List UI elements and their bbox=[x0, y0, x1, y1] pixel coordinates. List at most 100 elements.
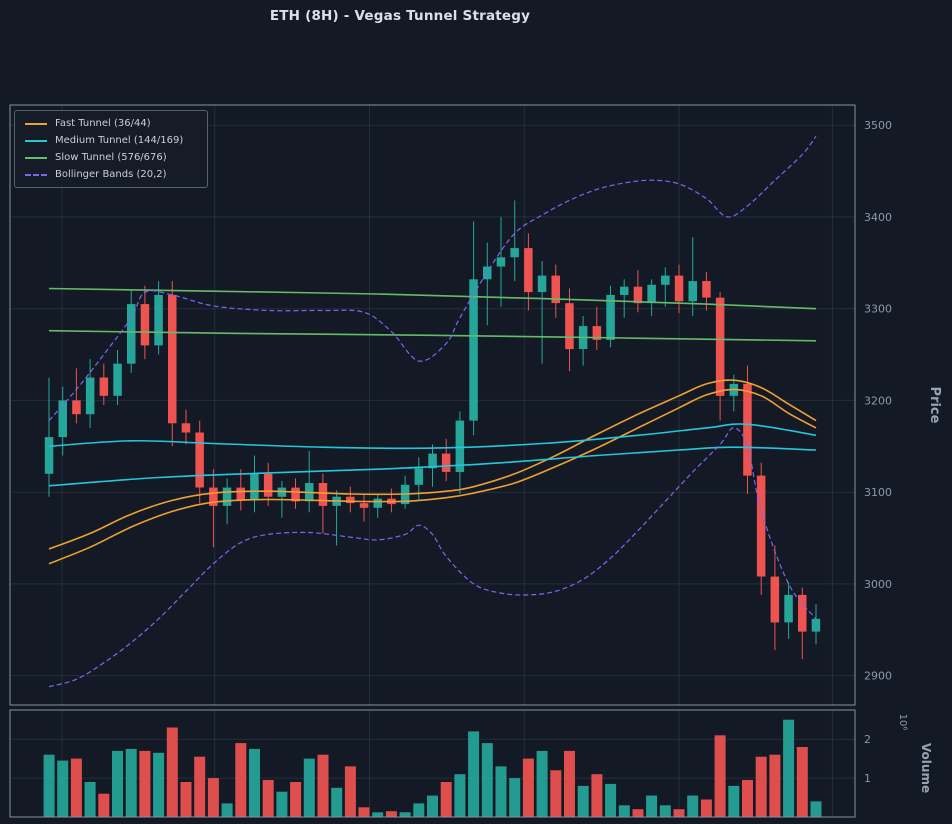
candle bbox=[236, 469, 245, 511]
fast-tunnel-line-swatch bbox=[25, 122, 47, 125]
candles bbox=[44, 200, 821, 660]
candle bbox=[496, 216, 506, 307]
legend-label-bollinger-bands: Bollinger Bands (20,2) bbox=[55, 169, 167, 180]
candle bbox=[373, 494, 382, 518]
volume-bar bbox=[43, 754, 55, 817]
volume-bars bbox=[43, 719, 822, 817]
overlay-bollinger-lower-line bbox=[48, 427, 817, 688]
volume-bar bbox=[125, 748, 137, 817]
volume-bar bbox=[249, 748, 260, 817]
volume-bar bbox=[564, 750, 575, 817]
volume-bar bbox=[385, 811, 397, 817]
volume-bar bbox=[139, 750, 151, 817]
candle bbox=[784, 582, 793, 639]
volume-bar bbox=[372, 812, 384, 817]
price-axis-label: Price bbox=[927, 387, 942, 424]
candle bbox=[798, 587, 807, 660]
volume-bar bbox=[742, 780, 753, 817]
volume-bar bbox=[659, 805, 671, 817]
candle bbox=[510, 200, 519, 282]
volume-scale-offset-label: 10⁶ bbox=[897, 714, 908, 731]
candle bbox=[195, 420, 204, 504]
legend-item-fast-tunnel: Fast Tunnel (36/44) bbox=[25, 118, 197, 129]
overlay-fast-tunnel-upper-line bbox=[48, 379, 817, 550]
volume-tick-labels: 12 bbox=[864, 733, 871, 785]
overlay-medium-tunnel-lower-line bbox=[48, 446, 817, 487]
candle bbox=[428, 444, 437, 487]
volume-bar bbox=[536, 750, 548, 817]
volume-bar bbox=[591, 774, 603, 817]
candle bbox=[305, 450, 314, 513]
volume-bar bbox=[358, 807, 370, 817]
volume-bar bbox=[810, 801, 822, 817]
volume-bar bbox=[112, 750, 123, 817]
candle bbox=[674, 264, 684, 314]
volume-bar bbox=[577, 785, 589, 817]
candle bbox=[647, 279, 656, 316]
volume-bar bbox=[440, 782, 452, 817]
volume-bar bbox=[70, 758, 82, 817]
volume-bar bbox=[618, 805, 630, 817]
svg-text:2: 2 bbox=[864, 733, 871, 746]
volume-bar bbox=[687, 795, 699, 817]
candle bbox=[58, 386, 67, 456]
candle bbox=[414, 457, 424, 500]
candle bbox=[606, 285, 615, 348]
volume-bar bbox=[769, 754, 781, 817]
candle bbox=[620, 279, 629, 318]
candle bbox=[332, 490, 341, 546]
volume-bar bbox=[413, 803, 425, 817]
legend: Fast Tunnel (36/44) Medium Tunnel (144/1… bbox=[14, 110, 208, 188]
volume-bar bbox=[166, 727, 178, 817]
bollinger-bands-line-swatch bbox=[25, 173, 47, 176]
volume-bar bbox=[700, 799, 712, 817]
candle bbox=[181, 409, 191, 445]
slow-tunnel-line-swatch bbox=[25, 156, 47, 159]
candle bbox=[455, 411, 465, 494]
candle bbox=[483, 242, 492, 326]
candle bbox=[715, 292, 725, 421]
volume-bar bbox=[509, 778, 521, 817]
overlay-slow-tunnel-lower-line bbox=[48, 329, 817, 342]
svg-text:3100: 3100 bbox=[864, 486, 892, 499]
volume-bar bbox=[290, 782, 302, 817]
candle bbox=[113, 350, 122, 405]
candle bbox=[441, 438, 451, 482]
candle bbox=[359, 494, 369, 522]
volume-bar bbox=[783, 719, 795, 817]
candle bbox=[44, 377, 54, 497]
overlay-fast-tunnel-lower-line bbox=[48, 388, 817, 565]
candle bbox=[291, 478, 300, 509]
volume-bar bbox=[98, 793, 110, 817]
candle bbox=[551, 264, 560, 318]
volume-bar bbox=[57, 760, 69, 817]
volume-bar bbox=[221, 803, 233, 817]
volume-bar bbox=[317, 754, 329, 817]
overlay-bollinger-upper-line bbox=[48, 135, 817, 421]
volume-bar bbox=[728, 785, 740, 817]
volume-bar bbox=[714, 735, 726, 817]
candle bbox=[743, 365, 752, 494]
candle bbox=[756, 462, 766, 595]
candle bbox=[99, 363, 109, 405]
candle bbox=[250, 455, 259, 513]
volume-bar bbox=[468, 731, 480, 817]
overlay-medium-tunnel-upper-line bbox=[48, 423, 817, 450]
overlay-slow-tunnel-upper-line bbox=[48, 287, 817, 310]
candle bbox=[346, 486, 355, 513]
candle bbox=[578, 316, 588, 366]
svg-text:3500: 3500 bbox=[864, 119, 892, 132]
candle bbox=[85, 359, 95, 428]
candle bbox=[168, 281, 177, 447]
legend-item-bollinger-bands: Bollinger Bands (20,2) bbox=[25, 169, 197, 180]
candle bbox=[633, 270, 643, 313]
medium-tunnel-line-swatch bbox=[25, 139, 47, 142]
candle bbox=[537, 261, 547, 364]
volume-bar bbox=[276, 791, 288, 817]
candle bbox=[72, 368, 81, 424]
legend-item-slow-tunnel: Slow Tunnel (576/676) bbox=[25, 152, 197, 163]
volume-bar bbox=[646, 795, 658, 817]
price-panel-border bbox=[9, 104, 856, 706]
candle bbox=[400, 475, 410, 509]
candle bbox=[154, 281, 163, 355]
